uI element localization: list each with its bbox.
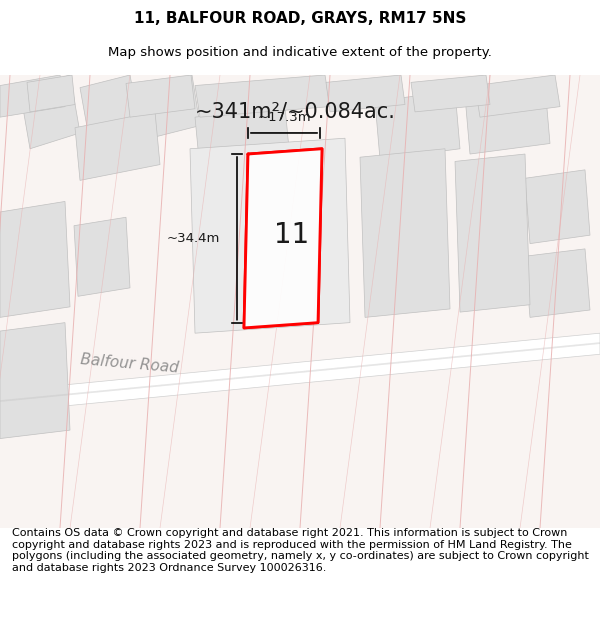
- Polygon shape: [142, 75, 200, 138]
- Text: Balfour Road: Balfour Road: [80, 352, 179, 375]
- Polygon shape: [27, 75, 75, 112]
- Polygon shape: [244, 149, 322, 328]
- Polygon shape: [475, 75, 560, 117]
- Polygon shape: [20, 75, 80, 149]
- Text: 11, BALFOUR ROAD, GRAYS, RM17 5NS: 11, BALFOUR ROAD, GRAYS, RM17 5NS: [134, 11, 466, 26]
- Polygon shape: [525, 170, 590, 244]
- Polygon shape: [0, 75, 65, 117]
- Text: ~17.3m: ~17.3m: [257, 111, 311, 124]
- Polygon shape: [80, 75, 140, 144]
- Polygon shape: [195, 75, 330, 117]
- Polygon shape: [0, 322, 70, 439]
- Polygon shape: [326, 75, 405, 112]
- Text: Contains OS data © Crown copyright and database right 2021. This information is : Contains OS data © Crown copyright and d…: [12, 528, 589, 573]
- Polygon shape: [0, 201, 70, 318]
- Text: ~341m²/~0.084ac.: ~341m²/~0.084ac.: [194, 102, 395, 122]
- Text: ~34.4m: ~34.4m: [167, 232, 220, 245]
- Text: 11: 11: [274, 221, 310, 249]
- Polygon shape: [375, 91, 460, 159]
- Polygon shape: [411, 75, 490, 112]
- Polygon shape: [74, 217, 130, 296]
- Polygon shape: [195, 107, 290, 170]
- Polygon shape: [0, 333, 600, 412]
- Polygon shape: [75, 112, 160, 181]
- Text: Map shows position and indicative extent of the property.: Map shows position and indicative extent…: [108, 46, 492, 59]
- Polygon shape: [126, 75, 195, 117]
- Polygon shape: [465, 86, 550, 154]
- Polygon shape: [455, 154, 530, 312]
- Polygon shape: [360, 149, 450, 318]
- Polygon shape: [190, 138, 350, 333]
- Polygon shape: [525, 249, 590, 318]
